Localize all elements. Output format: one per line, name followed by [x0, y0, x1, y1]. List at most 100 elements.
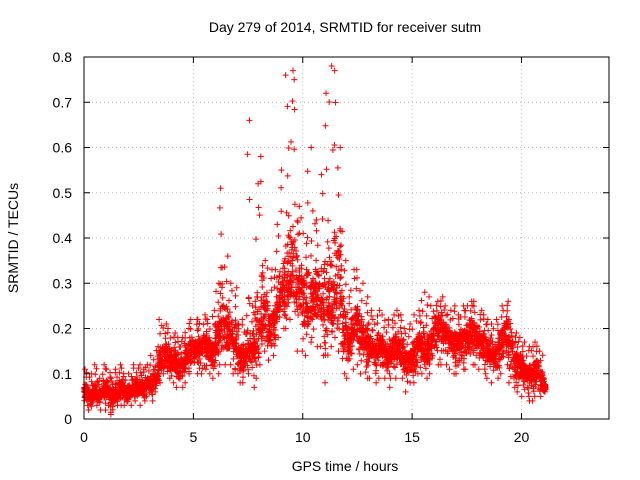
- data-point: [254, 289, 261, 296]
- data-point: [331, 229, 338, 236]
- data-point: [209, 313, 216, 320]
- data-point: [239, 364, 246, 371]
- data-point: [87, 400, 94, 407]
- data-point: [518, 353, 525, 360]
- data-point: [284, 292, 291, 299]
- data-point: [156, 316, 163, 323]
- data-point: [533, 358, 540, 365]
- data-point: [392, 331, 399, 338]
- data-point: [368, 312, 375, 319]
- data-point: [281, 269, 288, 276]
- data-point: [525, 393, 532, 400]
- data-point: [265, 337, 272, 344]
- data-point: [296, 272, 303, 279]
- data-point: [303, 331, 310, 338]
- data-point: [537, 357, 544, 364]
- data-point: [433, 339, 440, 346]
- data-point: [332, 99, 339, 106]
- data-point: [521, 339, 528, 346]
- data-point: [343, 375, 350, 382]
- data-point: [373, 379, 380, 386]
- data-point: [118, 365, 125, 372]
- data-point: [274, 313, 281, 320]
- data-point: [514, 382, 521, 389]
- data-point: [335, 314, 342, 321]
- data-point: [268, 275, 275, 282]
- data-point: [531, 362, 538, 369]
- data-point: [361, 329, 368, 336]
- data-point: [285, 299, 292, 306]
- data-point: [164, 329, 171, 336]
- data-point: [432, 315, 439, 322]
- data-point: [134, 378, 141, 385]
- data-point: [164, 345, 171, 352]
- data-point: [194, 327, 201, 334]
- data-point: [313, 296, 320, 303]
- data-point: [318, 171, 325, 178]
- data-point: [374, 312, 381, 319]
- data-point: [215, 348, 222, 355]
- data-point: [102, 406, 109, 413]
- data-point: [488, 379, 495, 386]
- data-point: [383, 329, 390, 336]
- data-point: [280, 265, 287, 272]
- data-point: [457, 331, 464, 338]
- data-point: [200, 321, 207, 328]
- data-point: [326, 99, 333, 106]
- data-point: [120, 373, 127, 380]
- data-point: [314, 242, 321, 249]
- data-point: [287, 234, 294, 241]
- data-point: [416, 307, 423, 314]
- data-point: [219, 294, 226, 301]
- data-point: [438, 312, 445, 319]
- data-point: [172, 330, 179, 337]
- data-point: [303, 254, 310, 261]
- data-point: [539, 352, 546, 359]
- data-point: [443, 361, 450, 368]
- data-point: [485, 327, 492, 334]
- data-point: [253, 331, 260, 338]
- data-point: [309, 316, 316, 323]
- data-point: [400, 336, 407, 343]
- data-point: [276, 272, 283, 279]
- data-point: [321, 333, 328, 340]
- data-point: [418, 319, 425, 326]
- data-point: [110, 399, 117, 406]
- data-point: [471, 361, 478, 368]
- data-point: [281, 311, 288, 318]
- data-point: [363, 300, 370, 307]
- data-point: [289, 268, 296, 275]
- data-point: [404, 378, 411, 385]
- data-point: [177, 354, 184, 361]
- data-point: [348, 326, 355, 333]
- data-point: [475, 366, 482, 373]
- data-point: [319, 215, 326, 222]
- data-point: [529, 397, 536, 404]
- data-point: [462, 307, 469, 314]
- data-point: [300, 277, 307, 284]
- data-point: [376, 307, 383, 314]
- data-point: [137, 369, 144, 376]
- data-point: [537, 373, 544, 380]
- data-point: [455, 321, 462, 328]
- data-point: [278, 281, 285, 288]
- data-point: [227, 280, 234, 287]
- data-point: [514, 344, 521, 351]
- data-point: [202, 366, 209, 373]
- data-point: [292, 267, 299, 274]
- data-point: [387, 343, 394, 350]
- data-point: [448, 333, 455, 340]
- data-point: [387, 375, 394, 382]
- data-point: [506, 365, 513, 372]
- data-point: [330, 320, 337, 327]
- data-point: [318, 316, 325, 323]
- data-point: [459, 352, 466, 359]
- data-point: [451, 308, 458, 315]
- data-point: [421, 289, 428, 296]
- data-point: [452, 363, 459, 370]
- data-point: [489, 356, 496, 363]
- data-point: [296, 303, 303, 310]
- data-point: [480, 331, 487, 338]
- data-point: [356, 350, 363, 357]
- data-point: [479, 339, 486, 346]
